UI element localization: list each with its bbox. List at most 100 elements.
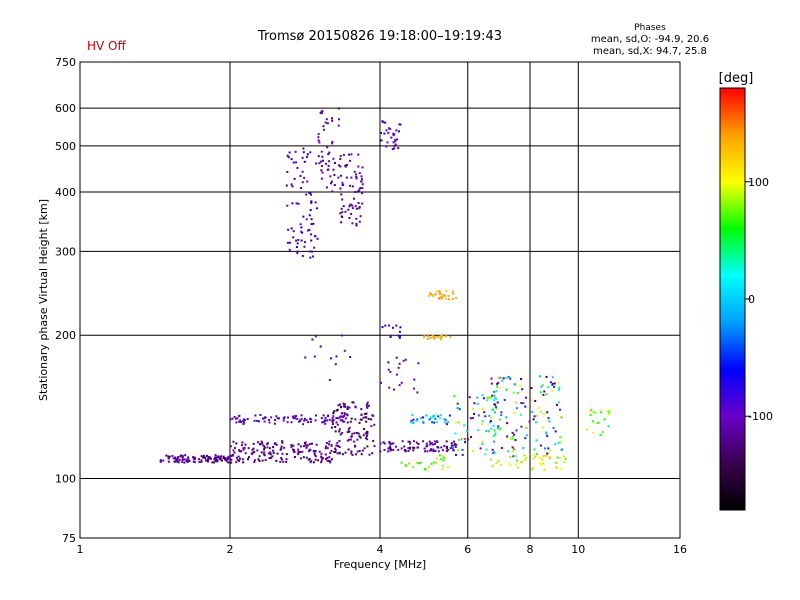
data-point [388, 324, 390, 327]
data-point [437, 415, 440, 418]
data-point [356, 438, 359, 441]
data-point [359, 436, 362, 439]
data-point [242, 419, 245, 422]
data-point [230, 461, 233, 464]
data-point [590, 408, 593, 411]
data-point [349, 159, 351, 162]
data-point [305, 218, 308, 221]
data-point [344, 210, 347, 213]
data-point [302, 423, 305, 426]
data-point [181, 455, 184, 458]
data-point [564, 457, 567, 460]
data-point [471, 407, 474, 410]
data-point [288, 248, 291, 251]
hv-status-flag: HV Off [87, 39, 126, 53]
data-point [342, 420, 345, 423]
data-point [594, 422, 597, 425]
data-point [364, 432, 367, 435]
data-point [301, 231, 304, 234]
data-point [383, 449, 386, 451]
data-point [236, 458, 239, 461]
data-point [230, 454, 232, 457]
data-point [430, 293, 432, 296]
data-point [309, 421, 312, 423]
data-point [280, 457, 283, 459]
data-point [599, 411, 602, 414]
data-point [557, 441, 560, 444]
data-point [395, 373, 398, 376]
data-point [540, 411, 542, 414]
data-point [256, 449, 259, 452]
data-point [552, 426, 555, 429]
data-point [216, 459, 219, 462]
data-point [357, 189, 360, 192]
data-point [512, 391, 515, 394]
data-point [557, 388, 560, 391]
data-point [355, 222, 358, 225]
data-point [308, 457, 311, 460]
data-point [446, 445, 448, 448]
data-point [551, 376, 554, 379]
data-point [541, 384, 544, 387]
data-point [379, 450, 382, 453]
data-point [373, 423, 376, 426]
data-point [175, 460, 178, 463]
data-point [521, 460, 523, 463]
data-point [513, 447, 516, 450]
data-point [556, 403, 558, 406]
data-point [319, 345, 322, 348]
data-point [452, 449, 455, 452]
data-point [525, 396, 527, 399]
data-point [411, 414, 414, 417]
data-point [307, 421, 310, 424]
data-point [238, 449, 241, 452]
data-point [545, 393, 548, 396]
data-point [539, 444, 542, 447]
data-point [430, 462, 433, 465]
data-point [296, 167, 299, 169]
data-point [373, 445, 376, 448]
data-point [445, 440, 448, 443]
data-point [389, 336, 392, 338]
data-point [457, 421, 460, 424]
data-point [320, 112, 323, 115]
data-point [490, 382, 493, 385]
data-point [502, 377, 505, 380]
data-point [266, 442, 269, 445]
data-point [453, 440, 455, 443]
data-point [252, 442, 255, 445]
data-point [308, 214, 311, 217]
data-point [334, 448, 337, 451]
data-point [492, 408, 494, 411]
data-point [357, 202, 360, 204]
data-point [343, 412, 346, 414]
data-point [438, 290, 441, 293]
data-point [290, 421, 293, 424]
data-point [291, 202, 294, 205]
data-point [401, 440, 404, 443]
data-point [524, 459, 527, 462]
data-point [542, 393, 545, 396]
data-point [328, 160, 331, 163]
data-point [413, 440, 415, 443]
data-point [356, 190, 359, 193]
data-point [400, 381, 403, 384]
data-point [439, 292, 442, 295]
data-point [389, 442, 392, 445]
data-point [220, 458, 222, 461]
data-point [318, 162, 321, 165]
data-point [328, 443, 330, 446]
chart-title-line1: Tromsø 20150826 19:18:00–19:19:43 [257, 29, 502, 44]
data-point [532, 457, 535, 460]
data-point [270, 456, 272, 459]
data-point [500, 414, 503, 417]
data-point [256, 441, 259, 444]
data-point [330, 444, 333, 447]
data-point [357, 153, 360, 156]
data-point [330, 182, 332, 185]
data-point [370, 425, 373, 428]
data-point [194, 456, 197, 459]
data-point [300, 418, 303, 421]
data-point [464, 441, 467, 444]
data-point [275, 415, 278, 418]
